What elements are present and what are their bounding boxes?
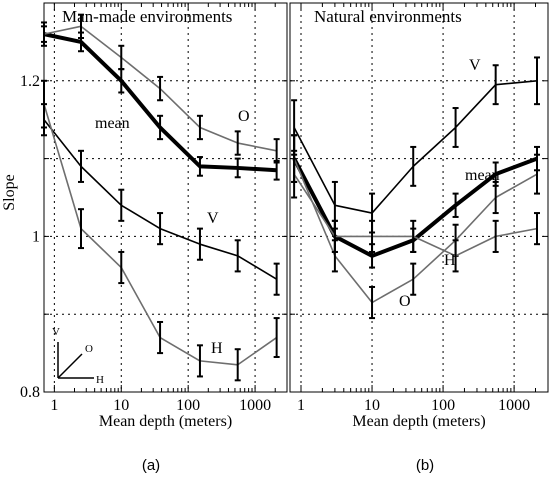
x-tick-label: 1 [297, 397, 305, 414]
y-tick-label: 1 [32, 228, 40, 245]
series-label-h: H [444, 252, 456, 269]
series-mean [291, 134, 540, 269]
orientation-inset: V O H [52, 326, 104, 386]
panel-b: 1 10 100 1000 Mean depth (meters) Natural env… [289, 2, 549, 474]
series-label-o: O [399, 293, 411, 310]
x-axis-label: Mean depth (meters) [352, 413, 485, 430]
plot-frame [289, 2, 549, 393]
series-mean [41, 25, 280, 181]
panel-title: Natural environments [314, 7, 462, 26]
series-label-mean: mean [465, 167, 500, 184]
series-o [41, 13, 280, 164]
x-tick-label: 10 [113, 397, 129, 414]
series-line-mean [292, 156, 538, 258]
x-tick-label: 100 [431, 397, 455, 414]
panel-caption: (a) [142, 457, 160, 474]
plot-frame [43, 2, 288, 393]
series-v [41, 103, 280, 296]
panel-title: Man-made environments [62, 7, 232, 26]
series-label-o: O [238, 108, 250, 125]
series-label-mean: mean [95, 115, 130, 132]
x-tick-label: 1000 [498, 397, 530, 414]
panel-a: 1 10 100 1000 0.8 1 1.2 Mean depth (meters) Slop… [1, 2, 288, 474]
series-label-h: H [211, 340, 223, 357]
series-h [41, 79, 280, 382]
y-tick-label: 1.2 [20, 73, 40, 90]
inset-label-v: V [52, 326, 60, 338]
series-label-v: V [207, 210, 219, 227]
series-v [291, 56, 540, 234]
inset-axis-o [57, 353, 83, 379]
x-tick-label: 1000 [239, 397, 271, 414]
inset-label-o: O [85, 343, 93, 355]
x-tick-label: 1 [50, 397, 58, 414]
inset-label-h: H [96, 374, 104, 386]
panel-caption: (b) [416, 457, 434, 474]
y-tick-label: 0.8 [20, 384, 40, 401]
series-h [291, 149, 540, 273]
x-tick-label: 10 [364, 397, 380, 414]
y-axis-label: Slope [1, 174, 18, 210]
x-tick-label: 100 [176, 397, 200, 414]
series-label-v: V [469, 57, 481, 74]
x-axis-label: Mean depth (meters) [99, 413, 232, 430]
